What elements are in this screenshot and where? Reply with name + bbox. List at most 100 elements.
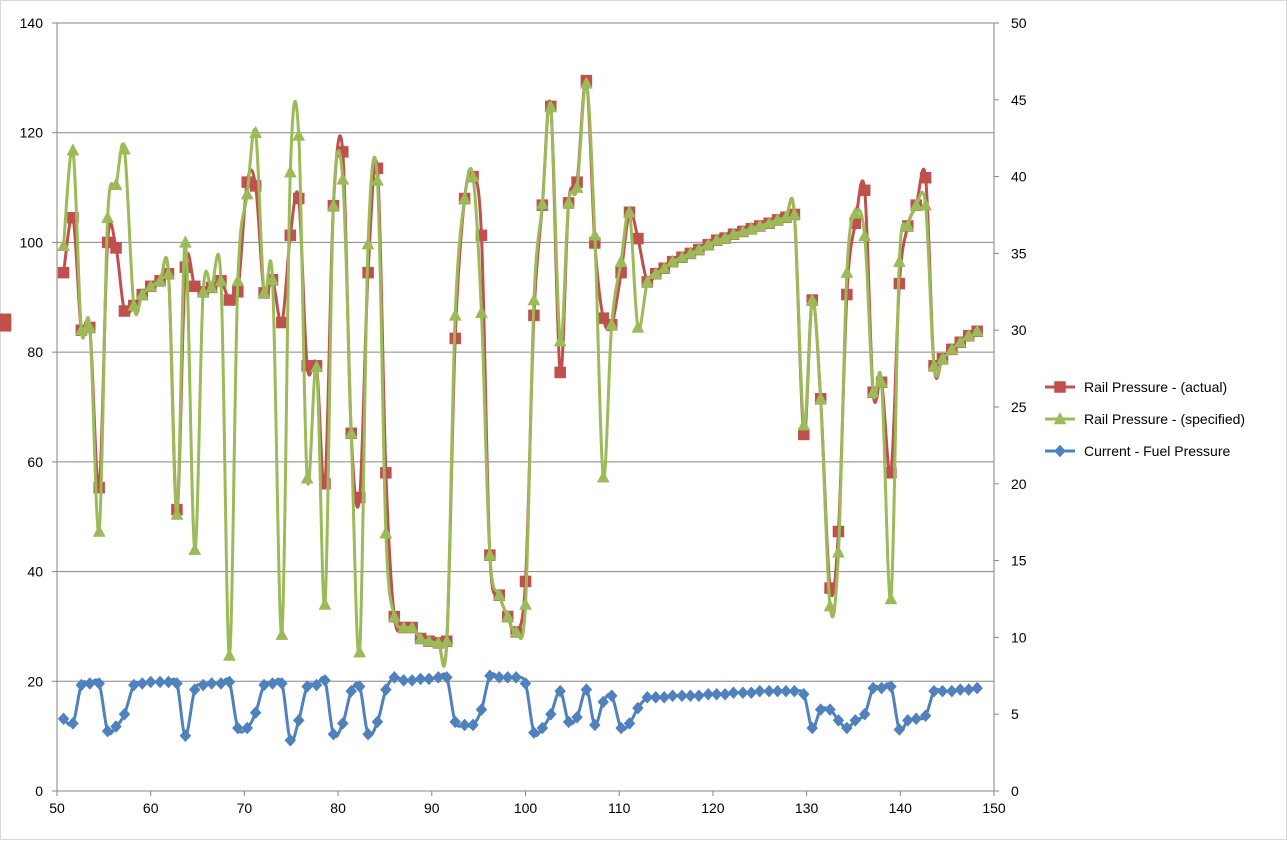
data-point-current-fuel-pressure — [641, 690, 654, 704]
data-point-rail-pressure-specified — [875, 375, 888, 388]
data-point-current-fuel-pressure — [676, 689, 688, 703]
legend-marker-rail-pressure-specified — [1053, 411, 1067, 425]
data-point-rail-pressure-specified — [257, 285, 271, 299]
y-tick-label: 100 — [20, 234, 44, 250]
data-point-current-fuel-pressure — [814, 703, 827, 716]
data-point-rail-pressure-actual — [223, 294, 236, 306]
data-point-rail-pressure-specified — [953, 335, 967, 348]
data-point-rail-pressure-specified — [162, 266, 175, 279]
x-tick-label: 80 — [330, 800, 346, 816]
data-point-current-fuel-pressure — [493, 670, 506, 684]
data-point-current-fuel-pressure — [632, 701, 644, 715]
data-point-current-fuel-pressure — [93, 677, 106, 690]
data-point-current-fuel-pressure — [414, 672, 427, 686]
data-point-current-fuel-pressure — [885, 680, 897, 693]
data-point-rail-pressure-specified — [318, 597, 332, 610]
data-point-current-fuel-pressure — [188, 683, 201, 696]
data-point-rail-pressure-specified — [249, 125, 263, 138]
data-point-current-fuel-pressure — [605, 689, 618, 703]
data-point-current-fuel-pressure — [875, 681, 888, 695]
data-point-rail-pressure-specified — [797, 418, 811, 431]
legend-item-rail-pressure-actual: Rail Pressure - (actual) — [1045, 379, 1227, 395]
data-point-current-fuel-pressure — [623, 717, 636, 730]
data-point-current-fuel-pressure — [118, 707, 131, 721]
data-point-current-fuel-pressure — [397, 674, 410, 687]
data-point-rail-pressure-specified — [909, 198, 923, 211]
x-tick-label: 60 — [143, 800, 159, 816]
data-point-rail-pressure-specified — [66, 143, 80, 156]
data-point-rail-pressure-specified — [222, 648, 236, 661]
data-point-rail-pressure-specified — [945, 342, 959, 355]
data-point-rail-pressure-specified — [544, 99, 558, 113]
data-point-current-fuel-pressure — [649, 690, 662, 704]
data-point-rail-pressure-specified — [397, 620, 411, 633]
data-point-rail-pressure-specified — [101, 210, 115, 223]
y2-tick-label: 40 — [1011, 169, 1027, 185]
data-point-rail-pressure-specified — [718, 230, 732, 244]
data-point-current-fuel-pressure — [475, 703, 488, 716]
data-point-rail-pressure-specified — [866, 385, 880, 398]
data-point-current-fuel-pressure — [154, 675, 166, 689]
data-point-current-fuel-pressure — [737, 686, 749, 700]
y2-tick-label: 0 — [1011, 783, 1019, 799]
data-point-rail-pressure-specified — [57, 238, 70, 251]
data-point-rail-pressure-specified — [519, 597, 532, 610]
data-point-rail-pressure-specified — [109, 177, 123, 191]
data-point-rail-pressure-actual — [110, 242, 122, 254]
data-point-current-fuel-pressure — [788, 684, 801, 698]
data-point-current-fuel-pressure — [458, 718, 471, 732]
legend-marker-rail-pressure-actual — [1054, 381, 1066, 393]
data-point-current-fuel-pressure — [554, 684, 567, 698]
data-point-current-fuel-pressure — [57, 712, 70, 726]
x-tick-label: 120 — [701, 800, 725, 816]
data-point-current-fuel-pressure — [693, 689, 705, 703]
y2-tick-label: 20 — [1011, 476, 1027, 492]
y-tick-label: 40 — [27, 564, 43, 580]
data-point-current-fuel-pressure — [501, 670, 514, 684]
x-tick-label: 150 — [982, 800, 1006, 816]
data-point-rail-pressure-specified — [292, 128, 306, 141]
data-point-current-fuel-pressure — [380, 683, 392, 696]
data-point-rail-pressure-specified — [848, 206, 862, 219]
data-point-rail-pressure-specified — [501, 609, 515, 622]
y-tick-label: 60 — [27, 454, 43, 470]
data-point-rail-pressure-specified — [371, 173, 384, 186]
data-point-current-fuel-pressure — [971, 681, 983, 695]
data-point-rail-pressure-specified — [448, 308, 462, 321]
data-point-rail-pressure-specified — [788, 207, 801, 220]
data-point-current-fuel-pressure — [510, 670, 522, 684]
data-point-rail-pressure-specified — [919, 198, 933, 211]
data-point-current-fuel-pressure — [310, 678, 323, 692]
data-point-rail-pressure-specified — [692, 242, 706, 255]
series-group — [0, 74, 984, 747]
data-point-current-fuel-pressure — [266, 677, 279, 690]
data-point-current-fuel-pressure — [615, 721, 627, 735]
series-rail-pressure-specified — [57, 76, 984, 668]
data-point-rail-pressure-specified — [588, 228, 602, 241]
legend-marker-current-fuel-pressure — [1054, 444, 1066, 458]
data-point-current-fuel-pressure — [893, 723, 906, 736]
data-point-rail-pressure-specified — [596, 470, 610, 483]
data-point-rail-pressure-specified — [135, 287, 149, 300]
data-point-current-fuel-pressure — [832, 713, 845, 727]
data-point-rail-pressure-specified — [509, 624, 523, 638]
data-point-rail-pressure-specified — [832, 545, 845, 558]
data-point-current-fuel-pressure — [67, 717, 79, 730]
data-point-rail-pressure-actual — [292, 192, 305, 205]
data-point-rail-pressure-actual — [632, 232, 644, 245]
data-point-current-fuel-pressure — [928, 684, 940, 698]
legend-item-rail-pressure-specified: Rail Pressure - (specified) — [1045, 411, 1245, 427]
data-point-current-fuel-pressure — [588, 718, 601, 732]
data-point-rail-pressure-specified — [727, 227, 740, 240]
data-point-current-fuel-pressure — [954, 683, 967, 696]
data-point-current-fuel-pressure — [841, 721, 853, 735]
data-point-rail-pressure-specified — [927, 358, 941, 372]
y2-tick-label: 25 — [1011, 399, 1027, 415]
data-point-rail-pressure-specified — [475, 305, 488, 318]
data-point-rail-pressure-specified — [127, 298, 141, 311]
y2-tick-label: 30 — [1011, 322, 1027, 338]
data-point-rail-pressure-specified — [466, 169, 480, 182]
legend-label: Rail Pressure - (specified) — [1084, 411, 1245, 427]
data-point-current-fuel-pressure — [171, 677, 183, 690]
